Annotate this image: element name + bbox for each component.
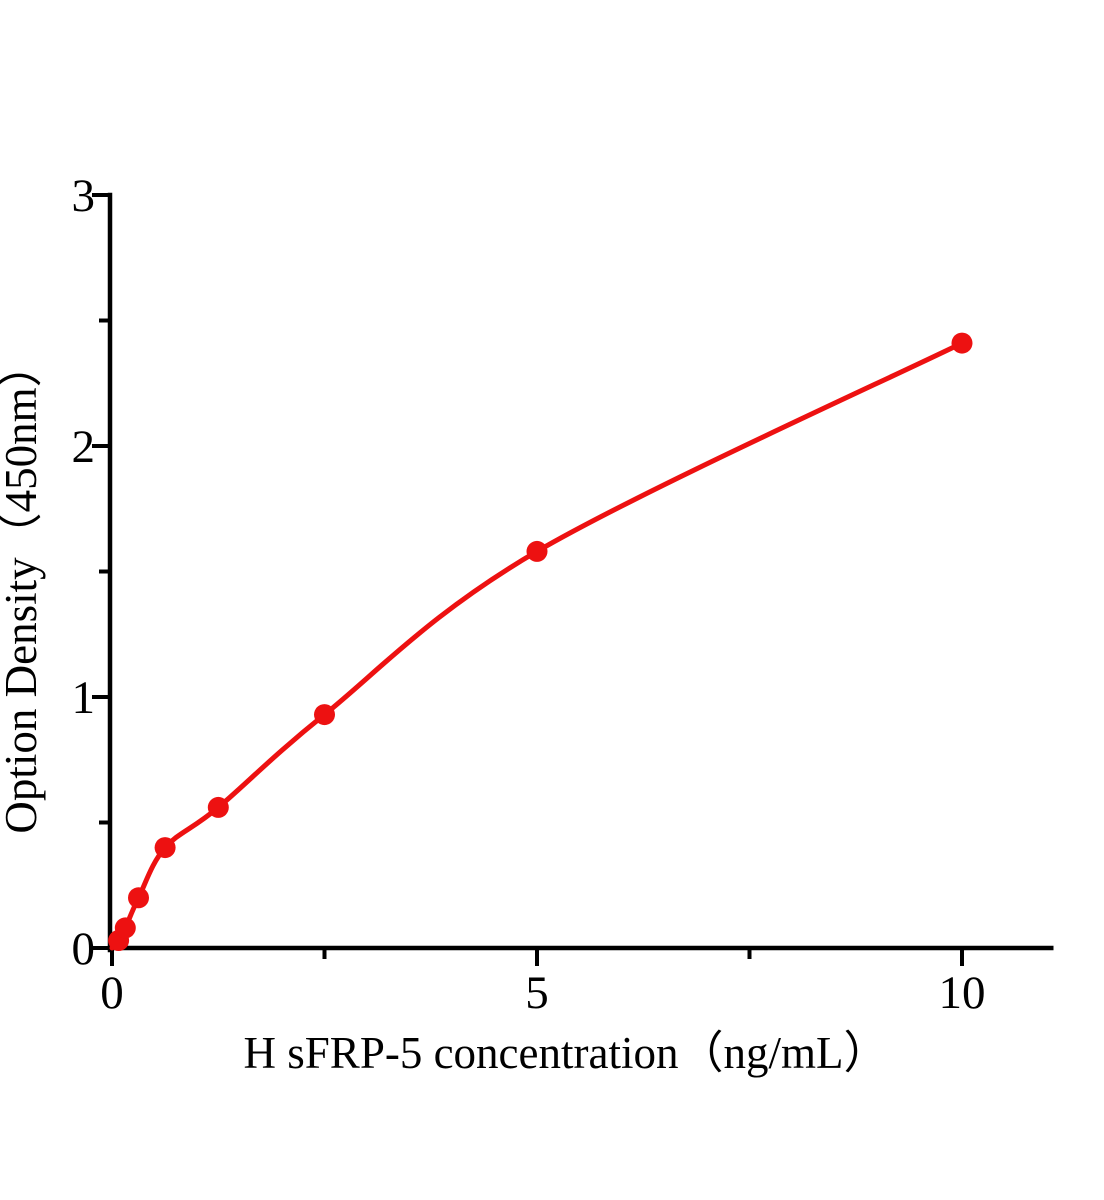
data-point-marker xyxy=(114,917,136,939)
y-tick-label: 3 xyxy=(72,170,96,222)
data-point-marker xyxy=(207,796,229,818)
axes xyxy=(107,192,1054,953)
data-point-marker xyxy=(128,887,149,909)
y-tick-label: 1 xyxy=(72,672,96,724)
x-tick-label: 0 xyxy=(100,967,124,1019)
tick-labels: 0 1 2 3 0 5 10 xyxy=(72,170,986,1019)
tick-marks xyxy=(92,193,964,966)
x-axis-title: H sFRP-5 concentration（ng/mL） xyxy=(244,1028,889,1078)
data-point-marker xyxy=(314,704,335,726)
data-point-marker xyxy=(951,332,973,354)
x-tick-label: 5 xyxy=(525,967,549,1019)
data-points xyxy=(108,332,973,951)
fit-curve xyxy=(109,340,965,951)
y-axis-title: Option Density（450nm） xyxy=(0,342,46,833)
y-tick-label: 2 xyxy=(72,421,96,473)
x-tick-label: 10 xyxy=(939,967,986,1019)
data-point-marker xyxy=(154,837,176,859)
data-point-marker xyxy=(526,540,548,562)
y-tick-label: 0 xyxy=(72,923,96,975)
